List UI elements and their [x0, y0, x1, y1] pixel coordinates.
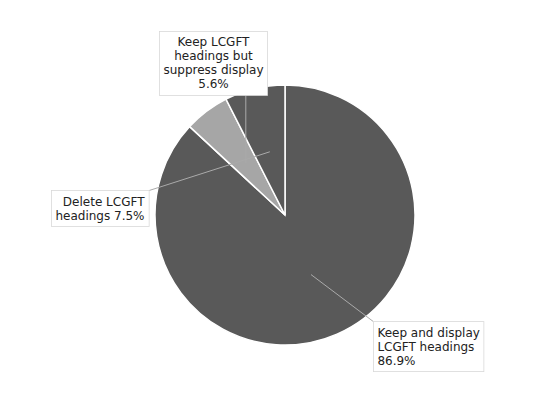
annotation: Keep and displayLCGFT headings86.9%: [373, 322, 483, 372]
annotation-text: Keep and displayLCGFT headings86.9%: [377, 326, 479, 368]
leader-lines: [149, 95, 373, 321]
annotation: Delete LCGFTheadings 7.5%: [51, 191, 149, 227]
slice: [226, 85, 285, 215]
annotation-box: [51, 191, 149, 227]
annotation-box: [373, 322, 483, 372]
annotation-text: Delete LCGFTheadings 7.5%: [55, 195, 145, 223]
leader-line: [245, 95, 246, 163]
annotation-text: Keep LCGFTheadings butsuppress display5.…: [163, 35, 263, 91]
annotation-box: [159, 31, 267, 95]
leader-line: [149, 152, 270, 191]
leader-line: [311, 275, 373, 322]
pie: [155, 85, 415, 345]
annotations: Keep and displayLCGFT headings86.9% Keep …: [51, 31, 483, 371]
chart: Keep and displayLCGFT headings86.9% Keep …: [0, 0, 550, 413]
slice: [155, 85, 415, 345]
annotation: Keep LCGFTheadings butsuppress display5.…: [159, 31, 267, 95]
